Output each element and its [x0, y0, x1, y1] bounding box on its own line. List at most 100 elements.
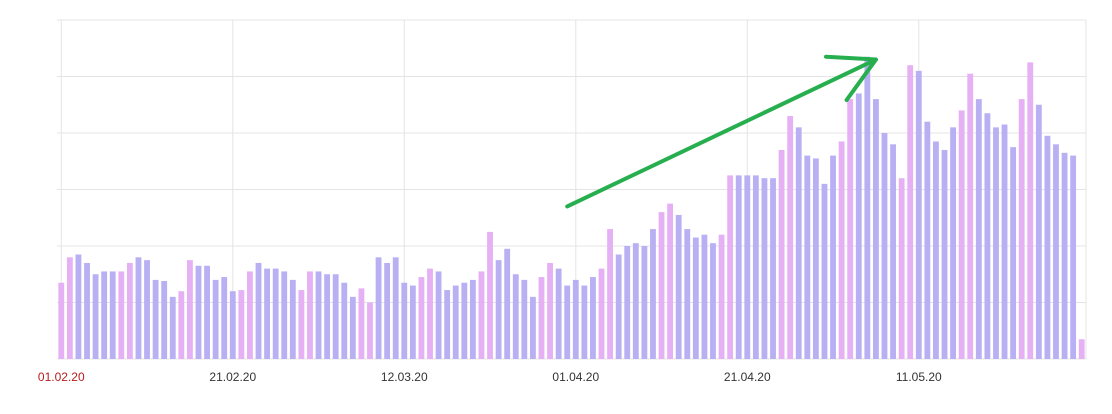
- bar-17: [204, 265, 210, 359]
- bar-27: [289, 279, 296, 359]
- bar-41: [409, 285, 416, 359]
- bar-92: [847, 99, 854, 359]
- bar-66: [624, 246, 631, 359]
- bar-33: [341, 282, 348, 359]
- bar-2: [75, 254, 82, 359]
- bar-6: [109, 271, 116, 359]
- bar-86: [795, 127, 802, 359]
- bar-46: [452, 285, 459, 359]
- bar-75: [701, 234, 708, 359]
- bar-59: [564, 285, 571, 359]
- bar-29: [307, 271, 313, 359]
- bar-16: [195, 265, 202, 359]
- bar-12: [161, 281, 168, 359]
- bar-42: [418, 277, 425, 359]
- bar-94: [864, 56, 871, 359]
- bar-50: [487, 231, 493, 360]
- bar-100: [915, 70, 922, 359]
- bar-9: [135, 257, 142, 359]
- bar-74: [692, 237, 699, 359]
- bar-3: [84, 262, 90, 359]
- bar-88: [812, 158, 819, 359]
- bar-20: [229, 291, 236, 359]
- bar-45: [444, 290, 451, 359]
- bar-7: [118, 271, 125, 359]
- bar-106: [967, 73, 974, 360]
- bar-47: [461, 282, 468, 359]
- bar-10: [144, 260, 150, 360]
- bar-15: [187, 260, 193, 360]
- bar-31: [324, 274, 331, 359]
- bar-5: [101, 271, 108, 359]
- bar-72: [675, 214, 682, 359]
- bar-1: [66, 257, 73, 359]
- bar-109: [993, 127, 999, 359]
- bar-48: [469, 279, 476, 359]
- bar-37: [375, 257, 382, 359]
- bar-82: [761, 178, 768, 359]
- chart-grid: [57, 19, 1087, 360]
- bar-80: [744, 175, 751, 360]
- bar-97: [890, 144, 896, 359]
- bar-69: [650, 229, 656, 359]
- bar-57: [547, 262, 553, 359]
- trend-arrow-annotation: [565, 54, 878, 209]
- bar-53: [512, 274, 519, 359]
- bar-104: [950, 127, 956, 359]
- bar-81: [752, 175, 759, 360]
- bar-61: [581, 285, 588, 359]
- bar-11: [152, 279, 159, 359]
- bar-111: [1010, 147, 1017, 360]
- bar-101: [924, 121, 931, 359]
- bar-64: [607, 229, 613, 359]
- bar-107: [975, 99, 982, 359]
- bar-23: [255, 262, 262, 359]
- bar-30: [315, 271, 322, 359]
- bar-0: [58, 282, 65, 359]
- arrow-shaft: [565, 57, 878, 209]
- bar-65: [615, 254, 622, 359]
- bar-36: [367, 302, 373, 359]
- bar-112: [1018, 99, 1025, 359]
- bar-49: [478, 271, 485, 359]
- bar-19: [221, 277, 228, 359]
- bar-76: [710, 243, 716, 359]
- chart-bars: [58, 56, 1085, 360]
- bar-8: [126, 262, 133, 359]
- x-tick-label-4: 21.04.20: [724, 370, 771, 384]
- x-tick-label-5: 11.05.20: [896, 370, 942, 384]
- bar-95: [873, 99, 879, 359]
- bar-21: [238, 290, 245, 359]
- bar-116: [1053, 144, 1059, 359]
- bar-39: [392, 257, 399, 359]
- x-tick-label-1: 21.02.20: [209, 370, 256, 384]
- bar-68: [641, 246, 648, 359]
- bar-14: [178, 291, 185, 359]
- bar-24: [264, 268, 270, 359]
- bar-96: [881, 133, 888, 359]
- bar-56: [538, 277, 545, 359]
- bar-18: [212, 279, 219, 359]
- bar-84: [778, 149, 785, 359]
- bar-79: [735, 175, 742, 360]
- bar-25: [272, 268, 279, 359]
- bar-114: [1035, 104, 1042, 359]
- bar-71: [667, 203, 674, 360]
- x-axis-tick-labels: 01.02.20 21.02.20 12.03.20 01.04.20 21.04.20…: [38, 370, 942, 384]
- bar-91: [838, 141, 845, 359]
- bar-117: [1061, 152, 1068, 359]
- bar-40: [401, 282, 408, 359]
- bar-32: [332, 274, 339, 359]
- bar-83: [770, 178, 776, 359]
- bar-38: [384, 262, 391, 359]
- bar-99: [907, 65, 914, 359]
- bar-58: [555, 268, 562, 359]
- bar-26: [281, 271, 288, 359]
- x-tick-label-3: 01.04.20: [552, 370, 599, 384]
- bar-85: [787, 116, 794, 359]
- bar-118: [1070, 155, 1077, 359]
- x-tick-label-2: 12.03.20: [381, 370, 428, 384]
- bar-102: [933, 141, 939, 359]
- bar-67: [632, 243, 639, 359]
